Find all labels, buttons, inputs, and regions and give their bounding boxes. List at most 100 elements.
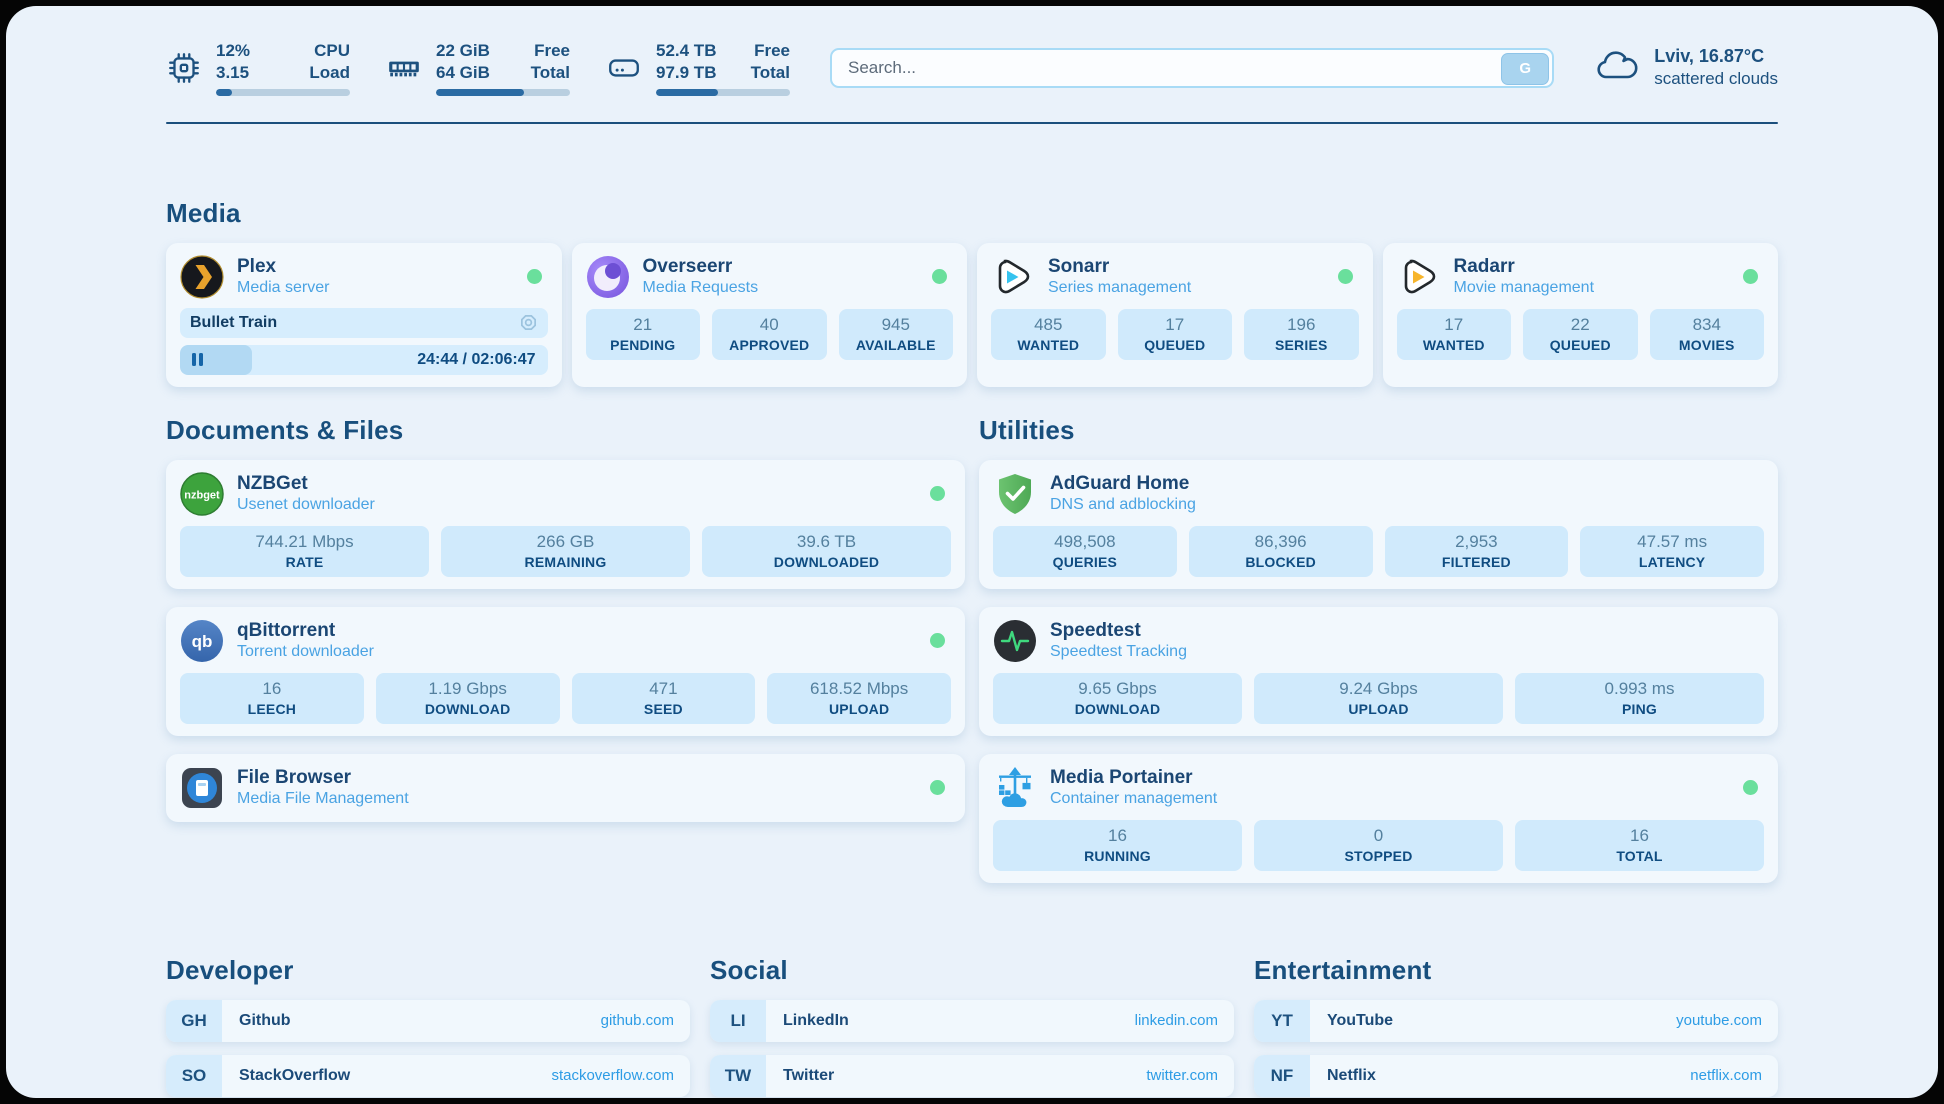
app-card-overseerr[interactable]: Overseerr Media Requests 21 PENDING 40 A… [571, 242, 967, 387]
cloud-icon [1594, 46, 1640, 89]
stat-tile: 22 QUEUED [1523, 308, 1638, 360]
utilities-section-title: Utilities [979, 414, 1075, 445]
app-card-qbittorrent[interactable]: qb qBittorrent Torrent downloader 16 LEE… [166, 606, 965, 736]
ram-total-label: Total [530, 62, 570, 82]
media-source-icon [519, 313, 538, 332]
content-container: 12% 3.15 CPU Load [166, 40, 1778, 1098]
bookmark-abbr: LI [710, 999, 766, 1042]
now-playing-title: Bullet Train [190, 313, 278, 331]
playback-time: 24:44 / 02:06:47 [417, 350, 536, 368]
stat-tile: 266 GB REMAINING [441, 525, 690, 577]
cpu-icon [166, 50, 202, 86]
stat-tile: 39.6 TB DOWNLOADED [702, 525, 951, 577]
disk-stat: 52.4 TB 97.9 TB Free Total [606, 40, 790, 96]
app-title: AdGuard Home [1050, 472, 1190, 494]
app-card-adguard[interactable]: AdGuard Home DNS and adblocking 498,508 … [979, 459, 1778, 589]
app-card-plex[interactable]: Plex Media server Bullet Train [166, 242, 562, 387]
disk-progress-fill [656, 88, 718, 96]
app-card-filebrowser[interactable]: File Browser Media File Management [166, 753, 965, 822]
social-section-title: Social [710, 954, 788, 985]
disk-free-value: 52.4 TB [656, 41, 717, 60]
app-title: File Browser [237, 766, 352, 788]
ram-total-value: 64 GiB [436, 62, 490, 82]
bookmark-github[interactable]: GH Github github.com [166, 999, 690, 1042]
stat-tile: 17 WANTED [1396, 308, 1511, 360]
bookmark-name: Netflix [1327, 1066, 1376, 1084]
svg-text:nzbget: nzbget [184, 489, 220, 501]
search-engine-button[interactable]: G [1501, 52, 1550, 85]
weather-condition: scattered clouds [1654, 69, 1778, 89]
playback-progress-bar: 24:44 / 02:06:47 [180, 344, 548, 375]
app-title: NZBGet [237, 472, 308, 494]
stat-tile: 47.57 ms LATENCY [1580, 525, 1764, 577]
bookmark-name: StackOverflow [239, 1066, 351, 1084]
entertainment-section-title: Entertainment [1254, 954, 1432, 985]
bookmark-url: twitter.com [1146, 1067, 1218, 1084]
disk-total-label: Total [750, 62, 790, 82]
app-card-portainer[interactable]: Media Portainer Container management 16 … [979, 753, 1778, 883]
cpu-progress-bar [216, 88, 350, 96]
stat-tile: 834 MOVIES [1649, 308, 1764, 360]
app-title: Media Portainer [1050, 766, 1193, 788]
svg-text:qb: qb [192, 632, 213, 651]
app-card-nzbget[interactable]: nzbget NZBGet Usenet downloader 744.21 M… [166, 459, 965, 589]
qbittorrent-icon: qb [180, 619, 224, 663]
bookmark-abbr: NF [1254, 1054, 1310, 1097]
speedtest-icon [993, 619, 1037, 663]
stat-tile: 9.24 Gbps UPLOAD [1254, 672, 1503, 724]
cpu-usage-value: 12% [216, 41, 251, 60]
filebrowser-icon [180, 766, 224, 810]
app-title: Speedtest [1050, 619, 1141, 641]
bookmark-url: youtube.com [1676, 1012, 1762, 1029]
weather-widget: Lviv, 16.87°C scattered clouds [1594, 45, 1778, 90]
radarr-icon [1397, 255, 1441, 299]
cpu-load-value: 3.15 [216, 62, 250, 82]
bookmark-name: YouTube [1327, 1011, 1394, 1029]
documents-section-title: Documents & Files [166, 414, 404, 445]
app-subtitle: Usenet downloader [237, 496, 375, 514]
section-media: Media Plex Media server [166, 198, 1778, 387]
bookmark-twitter[interactable]: TW Twitter twitter.com [710, 1054, 1234, 1097]
stat-tile: 945 AVAILABLE [838, 308, 953, 360]
app-card-radarr[interactable]: Radarr Movie management 17 WANTED 22 QUE… [1382, 242, 1778, 387]
stat-tile: 2,953 FILTERED [1384, 525, 1569, 577]
status-dot [1337, 269, 1353, 284]
disk-icon [606, 50, 642, 86]
app-subtitle: Movie management [1453, 279, 1595, 297]
ram-progress-bar [436, 88, 570, 96]
stat-tile: 16 RUNNING [993, 819, 1242, 871]
app-card-speedtest[interactable]: Speedtest Speedtest Tracking 9.65 Gbps D… [979, 606, 1778, 736]
now-playing-row: Bullet Train [180, 307, 548, 338]
stat-tile: 16 LEECH [180, 672, 364, 724]
bookmark-abbr: GH [166, 999, 222, 1042]
stat-tile: 16 TOTAL [1515, 819, 1764, 871]
nzbget-icon: nzbget [180, 471, 224, 516]
stat-tile: 86,396 BLOCKED [1188, 525, 1373, 577]
overseerr-icon [586, 255, 630, 299]
section-documents: Documents & Files nzbget NZBGet Usenet d [166, 415, 965, 840]
bookmark-youtube[interactable]: YT YouTube youtube.com [1254, 999, 1778, 1042]
header-divider [166, 121, 1778, 124]
bookmark-abbr: SO [166, 1054, 222, 1097]
cpu-progress-fill [216, 88, 233, 96]
media-section-title: Media [166, 197, 241, 228]
status-dot [930, 780, 945, 795]
app-subtitle: Series management [1048, 279, 1192, 297]
bookmark-name: LinkedIn [783, 1011, 849, 1029]
status-dot [1743, 269, 1758, 284]
dashboard-page: 12% 3.15 CPU Load [6, 6, 1938, 1098]
bookmark-netflix[interactable]: NF Netflix netflix.com [1254, 1054, 1778, 1097]
adguard-icon [993, 472, 1037, 516]
status-dot [930, 486, 945, 501]
status-dot [1743, 780, 1758, 795]
app-card-sonarr[interactable]: Sonarr Series management 485 WANTED 17 Q… [977, 242, 1373, 387]
bookmark-group-entertainment: Entertainment YT YouTube youtube.com NF … [1254, 955, 1778, 1099]
stat-tile: 0 STOPPED [1254, 819, 1503, 871]
search-input[interactable] [830, 47, 1555, 88]
portainer-icon [993, 766, 1037, 810]
search-bar: G [830, 47, 1555, 88]
status-dot [932, 269, 947, 284]
bookmark-linkedin[interactable]: LI LinkedIn linkedin.com [710, 999, 1234, 1042]
bookmark-stackoverflow[interactable]: SO StackOverflow stackoverflow.com [166, 1054, 690, 1097]
stat-tile: 744.21 Mbps RATE [180, 525, 429, 577]
